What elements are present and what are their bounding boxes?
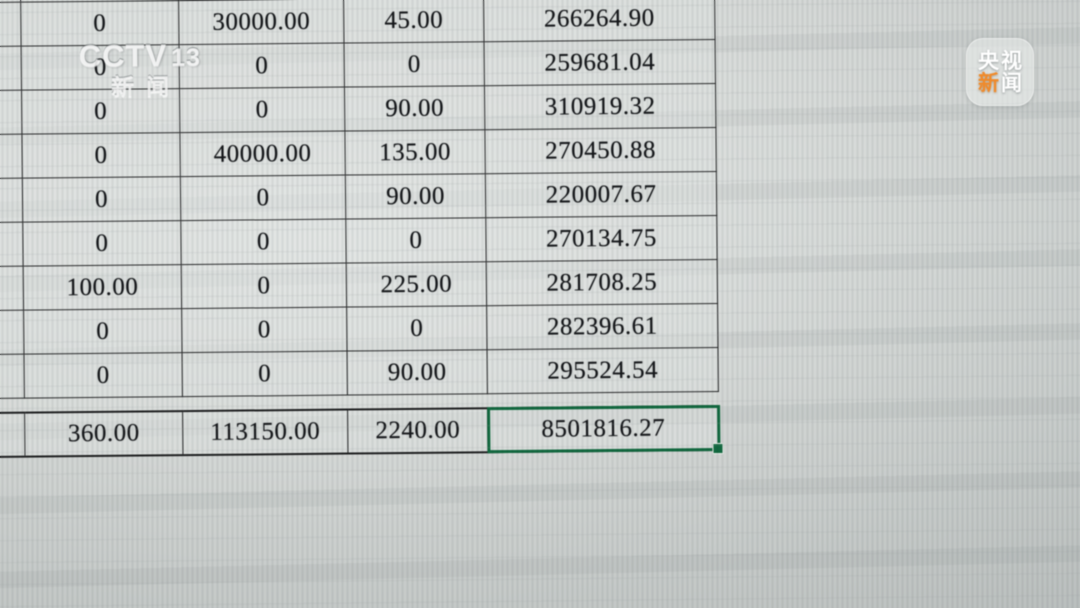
cell-b[interactable]: 0 bbox=[181, 263, 347, 309]
table-row[interactable]: 0 0 90.00 295524.54 bbox=[0, 347, 719, 399]
cell-a[interactable]: 0 bbox=[22, 176, 181, 223]
cell-d[interactable]: 266264.90 bbox=[483, 0, 716, 42]
badge-char-xin: 新 bbox=[978, 70, 999, 95]
cell-stub[interactable] bbox=[0, 354, 25, 399]
spacer-stub bbox=[0, 398, 25, 413]
cell-c[interactable]: 135.00 bbox=[344, 129, 486, 176]
cell-d[interactable]: 310919.32 bbox=[484, 83, 716, 130]
cell-stub[interactable] bbox=[0, 310, 25, 355]
cell-d[interactable]: 270450.88 bbox=[484, 127, 717, 174]
cell-d[interactable]: 270134.75 bbox=[485, 215, 718, 262]
selection-fill-handle[interactable] bbox=[712, 442, 724, 454]
spreadsheet-table[interactable]: 0 30000.00 45.00 266264.90 0 0 0 259681.… bbox=[0, 0, 724, 457]
table-row[interactable]: 0 0 0 259681.04 bbox=[0, 39, 716, 91]
total-cell-c[interactable]: 2240.00 bbox=[347, 407, 488, 454]
cell-stub[interactable] bbox=[0, 90, 22, 135]
table-total-row[interactable]: 360.00 113150.00 2240.00 8501816.27 bbox=[0, 404, 724, 457]
cell-a[interactable]: 0 bbox=[24, 352, 183, 399]
cell-b[interactable]: 0 bbox=[179, 43, 345, 89]
cell-stub[interactable] bbox=[0, 2, 22, 47]
badge-char-shi: 视 bbox=[1001, 48, 1022, 73]
cell-stub[interactable] bbox=[0, 134, 23, 179]
cell-stub[interactable] bbox=[0, 178, 23, 223]
badge-char-wen: 闻 bbox=[1001, 70, 1022, 95]
cell-d[interactable]: 259681.04 bbox=[484, 39, 716, 86]
cell-c[interactable]: 90.00 bbox=[344, 85, 485, 132]
cell-a[interactable]: 0 bbox=[22, 220, 182, 267]
badge-line-1: 央 视 bbox=[978, 48, 1022, 73]
spacer-c bbox=[347, 393, 488, 410]
cell-stub[interactable] bbox=[0, 222, 24, 267]
cell-d[interactable]: 282396.61 bbox=[486, 303, 718, 350]
badge-char-yang: 央 bbox=[978, 48, 999, 73]
cell-c[interactable]: 0 bbox=[344, 41, 485, 88]
cell-d[interactable]: 220007.67 bbox=[485, 171, 717, 218]
cell-c[interactable]: 0 bbox=[345, 217, 487, 264]
total-cell-stub[interactable] bbox=[0, 412, 25, 457]
table-row[interactable]: 100.00 0 225.00 281708.25 bbox=[0, 259, 718, 311]
total-cell-a[interactable]: 360.00 bbox=[24, 410, 183, 457]
table-row[interactable]: 0 30000.00 45.00 266264.90 bbox=[0, 0, 716, 47]
cell-b[interactable]: 0 bbox=[181, 307, 348, 353]
cell-c[interactable]: 90.00 bbox=[345, 173, 486, 220]
cell-b[interactable]: 0 bbox=[179, 87, 345, 133]
cell-stub[interactable] bbox=[0, 46, 22, 91]
cell-stub[interactable] bbox=[0, 266, 24, 311]
cell-a[interactable]: 0 bbox=[21, 132, 181, 179]
cell-a[interactable]: 0 bbox=[20, 0, 180, 47]
cell-a[interactable]: 0 bbox=[21, 44, 180, 91]
cell-d[interactable]: 281708.25 bbox=[486, 259, 718, 306]
cell-d[interactable]: 295524.54 bbox=[486, 347, 719, 394]
cell-c[interactable]: 90.00 bbox=[347, 349, 488, 396]
table-row[interactable]: 0 0 0 270134.75 bbox=[0, 215, 718, 267]
cell-a[interactable]: 100.00 bbox=[23, 264, 182, 311]
cell-b[interactable]: 40000.00 bbox=[179, 131, 346, 177]
badge-line-2: 新 闻 bbox=[978, 70, 1022, 95]
cctv-news-app-badge: 央 视 新 闻 bbox=[966, 38, 1034, 106]
cell-b[interactable]: 0 bbox=[180, 219, 347, 265]
table-row[interactable]: 0 0 0 282396.61 bbox=[0, 303, 718, 355]
cell-b[interactable]: 0 bbox=[180, 175, 346, 221]
table-row[interactable]: 0 0 90.00 310919.32 bbox=[0, 83, 716, 135]
spreadsheet-body: 0 30000.00 45.00 266264.90 0 0 0 259681.… bbox=[0, 0, 724, 457]
cell-c[interactable]: 0 bbox=[346, 305, 487, 352]
cell-c[interactable]: 225.00 bbox=[346, 261, 487, 308]
table-row[interactable]: 0 40000.00 135.00 270450.88 bbox=[0, 127, 717, 179]
spacer-a bbox=[24, 396, 183, 413]
cell-a[interactable]: 0 bbox=[21, 88, 180, 135]
cell-a[interactable]: 0 bbox=[23, 308, 183, 355]
selected-total-cell[interactable]: 8501816.27 bbox=[486, 404, 724, 454]
table-row[interactable]: 0 0 90.00 220007.67 bbox=[0, 171, 717, 223]
cell-b[interactable]: 30000.00 bbox=[178, 0, 345, 45]
cell-c[interactable]: 45.00 bbox=[343, 0, 485, 44]
total-cell-b[interactable]: 113150.00 bbox=[182, 409, 348, 455]
cell-b[interactable]: 0 bbox=[182, 351, 348, 397]
spreadsheet-region[interactable]: 0 30000.00 45.00 266264.90 0 0 0 259681.… bbox=[0, 0, 750, 458]
